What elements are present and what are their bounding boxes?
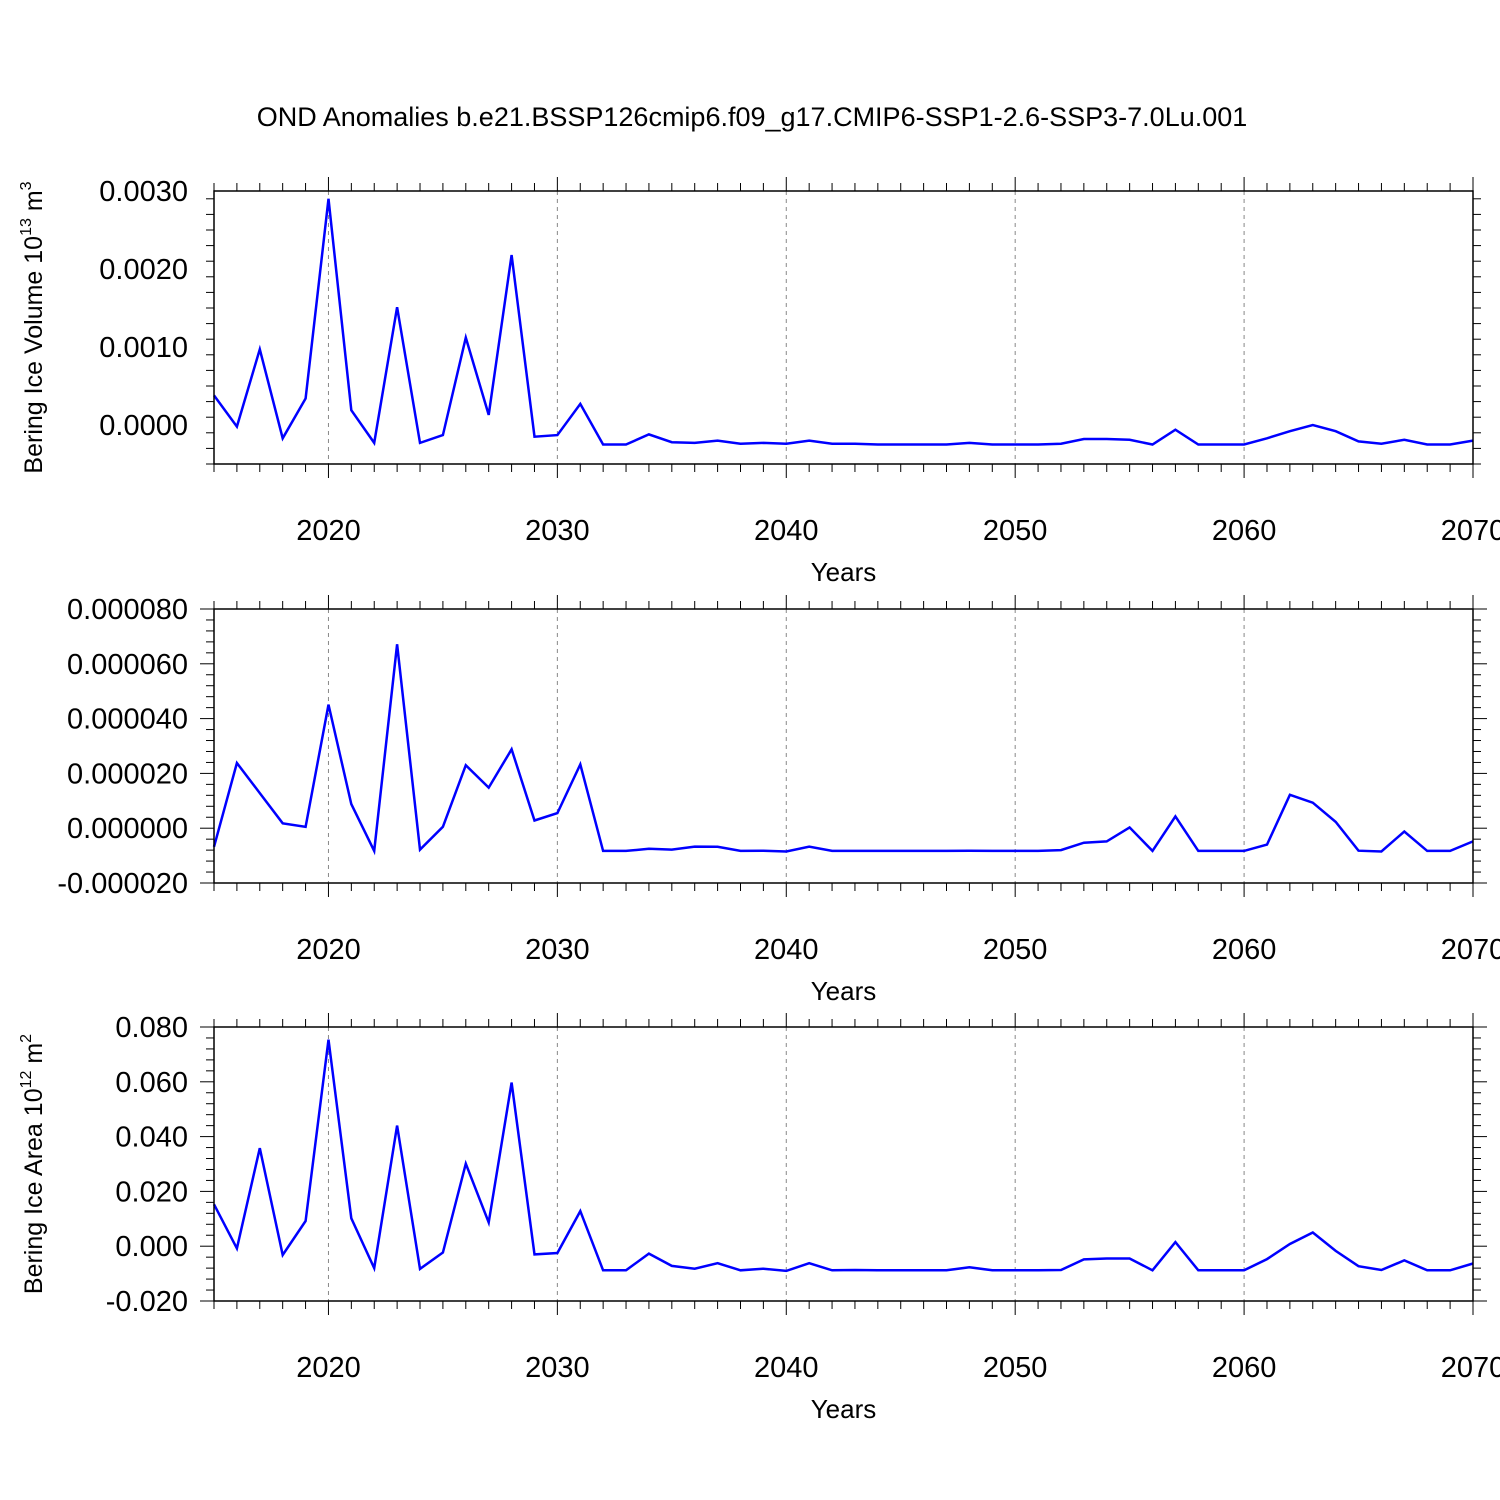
y-axis-label-text: Bering Ice Volume 10 — [20, 236, 48, 474]
y-axis-label: Bering Ice Volume 1013 m3 — [18, 181, 48, 473]
x-tick-label: 2060 — [1212, 1352, 1277, 1384]
x-tick-label: 2050 — [983, 515, 1048, 547]
x-tick-label: 2020 — [296, 934, 361, 966]
y-tick-label: 0.080 — [115, 1012, 188, 1044]
x-axis-label: Years — [811, 557, 877, 587]
x-tick-label: 2060 — [1212, 515, 1277, 547]
x-tick-label: 2020 — [296, 515, 361, 547]
y-tick-label: 0.000080 — [67, 594, 188, 626]
y-tick-label: 0.060 — [115, 1067, 188, 1099]
y-tick-label: 0.040 — [115, 1122, 188, 1154]
y-tick-label: 0.000060 — [67, 649, 188, 681]
x-tick-label: 2030 — [525, 515, 590, 547]
figure-title: OND Anomalies b.e21.BSSP126cmip6.f09_g17… — [257, 102, 1248, 132]
series-line-1 — [212, 1039, 1474, 1273]
x-axis-label: Years — [811, 1394, 877, 1424]
x-tick-label: 2070 — [1441, 515, 1500, 547]
plot-frame — [213, 190, 1474, 465]
x-tick-label: 2040 — [754, 1352, 819, 1384]
y-axis-label-unit-exponent: 3 — [18, 181, 35, 190]
x-tick-label: 2040 — [754, 515, 819, 547]
x-tick-label: 2020 — [296, 1352, 361, 1384]
y-axis-label: Bering Ice Area 1012 m2 — [18, 1034, 48, 1294]
y-tick-label: -0.000020 — [57, 868, 188, 900]
y-axis-label-text: Bering Ice Area 10 — [20, 1088, 48, 1294]
x-tick-label: 2050 — [983, 934, 1048, 966]
chart-panels: 0.0000 0.0010 0.0020 0.0030 2020 2030 2040 2050… — [18, 176, 1500, 1424]
y-tick-label: 0.000040 — [67, 704, 188, 736]
y-axis-label-unit: m — [20, 190, 48, 218]
y-tick-label: 0.0000 — [99, 410, 188, 442]
y-tick-label: 0.0020 — [99, 254, 188, 286]
x-tick-label: 2050 — [983, 1352, 1048, 1384]
y-tick-label: 0.0030 — [99, 176, 188, 208]
x-axis-label: Years — [811, 976, 877, 1006]
y-tick-label: -0.020 — [106, 1286, 188, 1318]
y-axis-label-exponent: 12 — [18, 1070, 35, 1088]
y-tick-label: 0.000000 — [67, 813, 188, 845]
y-tick-label: 0.000 — [115, 1231, 188, 1263]
plot-frame — [213, 1026, 1474, 1302]
x-tick-label: 2030 — [525, 1352, 590, 1384]
x-tick-label: 2040 — [754, 934, 819, 966]
y-axis-label-exponent: 13 — [18, 218, 35, 236]
x-tick-label: 2060 — [1212, 934, 1277, 966]
x-tick-label: 2070 — [1441, 934, 1500, 966]
plot-frame — [213, 608, 1474, 884]
series-line-1 — [212, 198, 1474, 447]
x-tick-label: 2030 — [525, 934, 590, 966]
y-tick-label: 0.020 — [115, 1176, 188, 1208]
chart-panel-3: -0.020 0.000 0.020 0.040 0.060 0.080 2020 2030 2… — [18, 1012, 1500, 1424]
chart-panel-1: 0.0000 0.0010 0.0020 0.0030 2020 2030 2040 2050… — [18, 176, 1500, 587]
series-line-1 — [212, 644, 1474, 856]
chart-panel-2: -0.000020 0.000000 0.000020 0.000040 0.00006… — [57, 594, 1500, 1006]
y-axis-label-unit: m — [20, 1043, 48, 1071]
x-tick-label: 2070 — [1441, 1352, 1500, 1384]
y-tick-label: 0.0010 — [99, 332, 188, 364]
y-tick-label: 0.000020 — [67, 758, 188, 790]
y-axis-label-unit-exponent: 2 — [18, 1034, 35, 1043]
